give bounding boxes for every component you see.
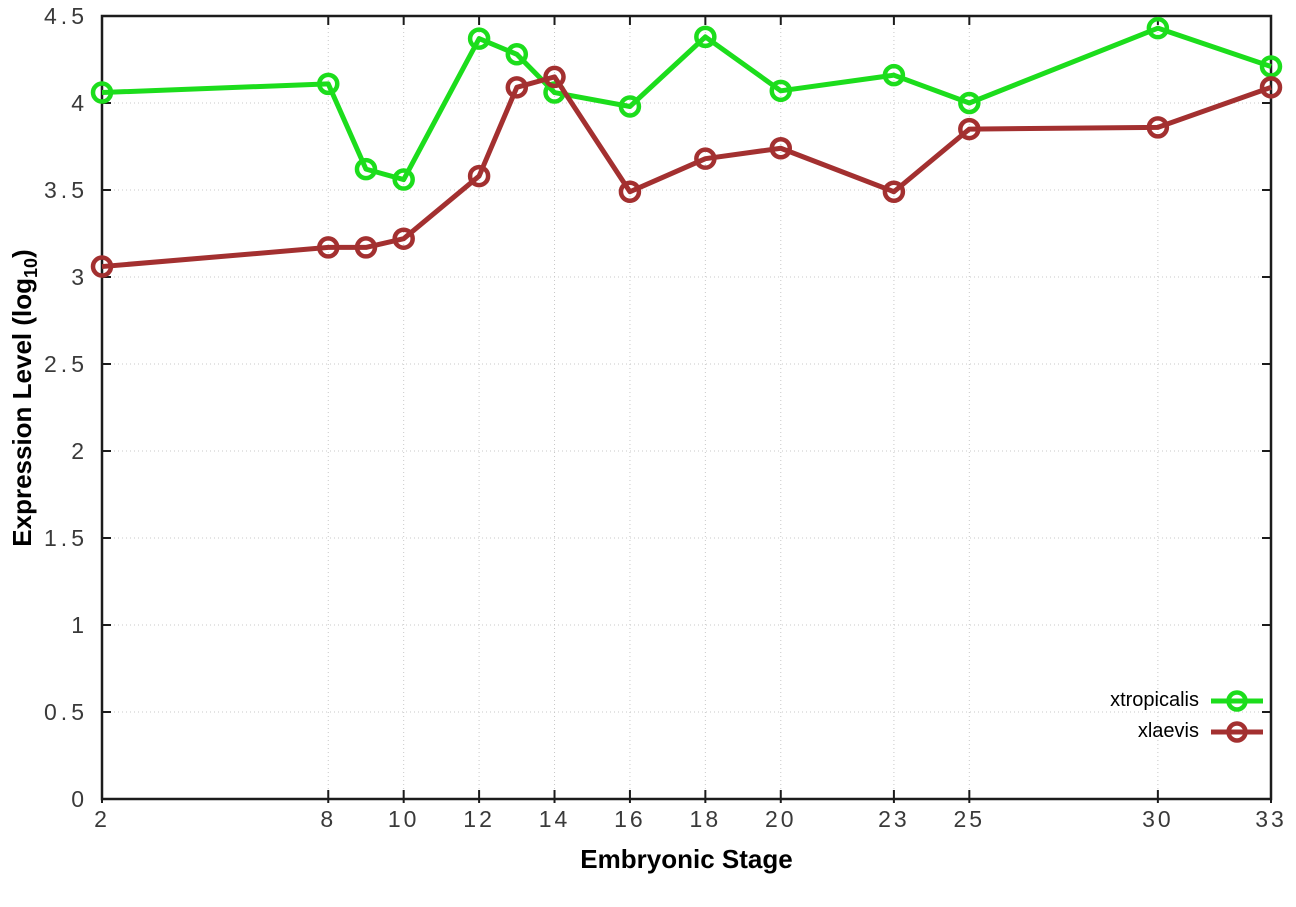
- x-tick-label: 18: [689, 806, 722, 832]
- data-point-xtropicalis: [618, 95, 642, 118]
- legend-item-xtropicalis: xtropicalis: [1110, 685, 1265, 716]
- x-tick-label: 12: [463, 806, 495, 832]
- x-tick-label: 30: [1142, 806, 1174, 832]
- x-tick-label: 23: [878, 806, 910, 832]
- legend-label-xtropicalis: xtropicalis: [1110, 689, 1199, 711]
- x-tick-label: 33: [1255, 806, 1287, 832]
- data-point-xtropicalis: [317, 72, 340, 96]
- y-tick-label: 1: [71, 612, 88, 638]
- x-tick-label: 25: [953, 806, 986, 832]
- y-tick-label: 4: [71, 90, 88, 116]
- data-point-xlaevis: [392, 227, 415, 250]
- y-tick-label: 0.5: [44, 699, 88, 725]
- data-point-xlaevis: [694, 147, 717, 170]
- y-axis-title-subscript: 10: [21, 257, 42, 278]
- data-point-xlaevis: [467, 164, 491, 188]
- x-tick-label: 20: [764, 806, 797, 832]
- data-point-xlaevis: [505, 76, 529, 99]
- x-axis-title: Embryonic Stage: [580, 844, 793, 874]
- data-point-xtropicalis: [882, 63, 906, 87]
- y-tick-label: 0: [71, 786, 88, 812]
- data-point-xtropicalis: [505, 43, 529, 66]
- data-point-xlaevis: [354, 236, 378, 259]
- data-point-xtropicalis: [958, 91, 981, 115]
- data-point-xtropicalis: [1146, 16, 1170, 40]
- legend-label-xlaevis: xlaevis: [1137, 720, 1199, 742]
- x-tick-label: 10: [387, 806, 420, 832]
- legend-line-circle-icon: [1211, 689, 1263, 712]
- y-tick-label: 4.5: [44, 3, 88, 29]
- data-point-xlaevis: [882, 180, 906, 203]
- y-tick-label: 3.5: [44, 177, 88, 203]
- x-tick-label: 14: [538, 806, 571, 832]
- x-tick-label: 2: [94, 806, 110, 832]
- data-point-xlaevis: [1146, 116, 1170, 139]
- y-axis-title: Expression Level (log10): [2, 168, 42, 628]
- y-tick-label: 2: [71, 438, 88, 464]
- legend-line-circle-icon: [1211, 720, 1263, 743]
- data-point-xtropicalis: [354, 157, 378, 181]
- data-point-xlaevis: [958, 117, 981, 141]
- data-point-xlaevis: [769, 136, 793, 160]
- plot-border: [100, 14, 1273, 801]
- x-tick-label: 16: [614, 806, 646, 832]
- data-point-xtropicalis: [769, 79, 793, 103]
- data-point-xtropicalis: [392, 168, 415, 191]
- x-tick-label: 8: [320, 806, 337, 832]
- data-point-xlaevis: [1259, 76, 1283, 99]
- data-point-xlaevis: [317, 236, 340, 259]
- data-point-xtropicalis: [90, 81, 114, 104]
- data-point-xlaevis: [618, 180, 642, 203]
- data-point-xlaevis: [90, 255, 114, 278]
- series-line-xtropicalis: [101, 25, 1272, 183]
- y-tick-label: 2.5: [44, 351, 88, 377]
- y-axis-title-suffix: ): [7, 249, 37, 258]
- legend-item-xlaevis: xlaevis: [1110, 716, 1265, 747]
- y-tick-label: 3: [71, 264, 88, 290]
- y-tick-label: 1.5: [44, 525, 88, 551]
- data-point-xtropicalis: [1259, 55, 1283, 78]
- series-line-xlaevis: [101, 74, 1272, 270]
- y-axis-title-text: Expression Level (log: [7, 277, 37, 547]
- legend: xtropicalis xlaevis: [1110, 685, 1265, 747]
- data-point-xtropicalis: [694, 25, 717, 49]
- data-point-xlaevis: [543, 65, 566, 89]
- data-point-xtropicalis: [467, 27, 491, 50]
